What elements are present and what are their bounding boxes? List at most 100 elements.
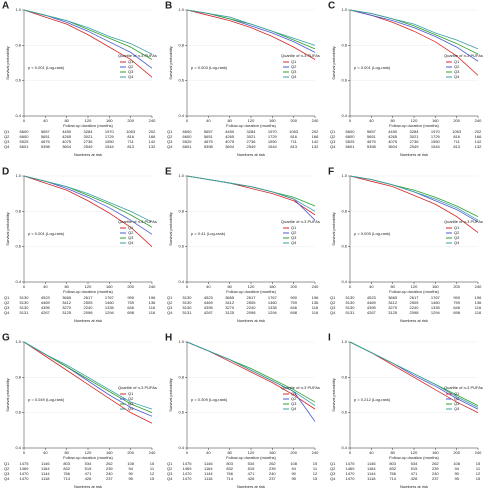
risk-row-label: Q2 [4,466,10,471]
y-tick-label: 0.6 [15,78,21,83]
panel-letter: I [328,333,331,344]
legend-title: Quartile of n-3 PUFAs [281,219,320,224]
risk-count: 1460 [268,300,278,305]
risk-count: 1767 [268,295,278,300]
y-tick-label: 0.6 [178,78,184,83]
x-tick-label: 120 [85,450,92,455]
risk-count: 202 [312,129,319,134]
x-tick-label: 160 [432,450,439,455]
x-tick-label: 240 [475,284,482,289]
risk-count: 4395 [41,305,51,310]
risk-count: 1294 [105,310,115,315]
panel-letter: A [2,1,9,12]
risk-count: 2736 [410,139,420,144]
legend-label: Q2 [291,64,297,69]
legend-title: Quartile of n-3 PUFAs [118,385,157,390]
x-axis-label: Follow-up duration (months) [63,123,113,128]
x-tick-label: 80 [390,450,395,455]
y-axis-label: Survival probability [331,212,336,246]
y-tick-label: 0.4 [341,113,347,118]
risk-count: 1475 [183,461,193,466]
risk-count: 4523 [367,295,377,300]
risk-table-label: Numbers at risk [74,152,102,157]
risk-count: 698 [453,310,460,315]
risk-count: 5130 [183,305,193,310]
risk-count: 116 [149,310,156,315]
risk-count: 3604 [388,144,398,149]
risk-count: 471 [411,471,418,476]
survival-curve [23,9,153,78]
risk-count: 2240 [247,305,257,310]
risk-count: 3270 [225,305,235,310]
y-tick-label: 1.0 [341,173,347,178]
risk-count: 1544 [105,144,115,149]
risk-count: 4523 [204,295,214,300]
risk-row-label: Q2 [167,300,173,305]
legend-label: Q1 [291,225,297,230]
legend-label: Q1 [291,59,297,64]
survival-curve [23,9,153,55]
risk-count: 1294 [431,310,441,315]
risk-count: 136 [475,300,482,305]
risk-count: 2736 [247,139,257,144]
risk-count: 6601 [20,144,30,149]
risk-count: 116 [149,305,156,310]
y-tick-label: 1.0 [341,339,347,344]
risk-count: 262 [432,461,439,466]
y-axis-label: Survival probability [168,378,173,412]
x-tick-label: 0 [23,450,26,455]
panel-letter: D [2,167,9,178]
risk-count: 5130 [183,295,193,300]
legend-label: Q1 [454,59,460,64]
x-tick-label: 200 [453,450,460,455]
x-tick-label: 120 [85,284,92,289]
risk-count: 202 [149,129,156,134]
risk-count: 5651 [41,134,51,139]
legend-label: Q1 [128,391,134,396]
risk-count: 766 [226,471,233,476]
risk-count: 4395 [367,305,377,310]
risk-row-label: Q1 [330,295,336,300]
p-value: p = 0.41 (Log-rank) [191,231,226,236]
risk-count: 1970 [431,129,441,134]
risk-count: 2549 [84,144,94,149]
legend-label: Q4 [291,406,297,411]
risk-count: 90 [128,471,133,476]
risk-count: 759 [290,300,297,305]
risk-count: 711 [127,139,134,144]
risk-count: 1460 [105,300,115,305]
survival-curve [186,9,316,60]
x-tick-label: 80 [64,118,69,123]
risk-count: 108 [290,461,297,466]
x-tick-label: 0 [186,450,189,455]
risk-count: 1470 [346,471,356,476]
risk-count: 94 [128,466,133,471]
survival-curve [23,341,153,424]
risk-row-label: Q3 [167,471,173,476]
x-tick-label: 40 [43,118,48,123]
risk-count: 3270 [62,305,72,310]
risk-count: 3412 [388,300,398,305]
panel: F Survival probability 0.4 0.6 0.8 1.0 0 40 80 12… [328,167,483,323]
risk-row-label: Q2 [167,134,173,139]
legend-label: Q2 [128,230,134,235]
x-tick-label: 240 [312,450,319,455]
risk-count: 1970 [105,129,115,134]
panel-letter: E [165,167,172,178]
risk-count: 6601 [346,144,356,149]
risk-count: 5525 [20,139,30,144]
risk-count: 3665 [62,295,72,300]
risk-count: 3604 [225,144,235,149]
risk-count: 5130 [183,300,193,305]
x-tick-label: 240 [149,450,156,455]
y-axis-label: Survival probability [331,378,336,412]
legend-label: Q4 [128,240,134,245]
risk-count: 132 [475,144,482,149]
legend-label: Q3 [291,401,297,406]
y-tick-label: 0.4 [341,445,347,450]
risk-count: 2736 [84,139,94,144]
legend-label: Q1 [454,391,460,396]
risk-count: 5130 [20,305,30,310]
risk-row-label: Q1 [4,461,10,466]
y-tick-label: 0.6 [178,410,184,415]
